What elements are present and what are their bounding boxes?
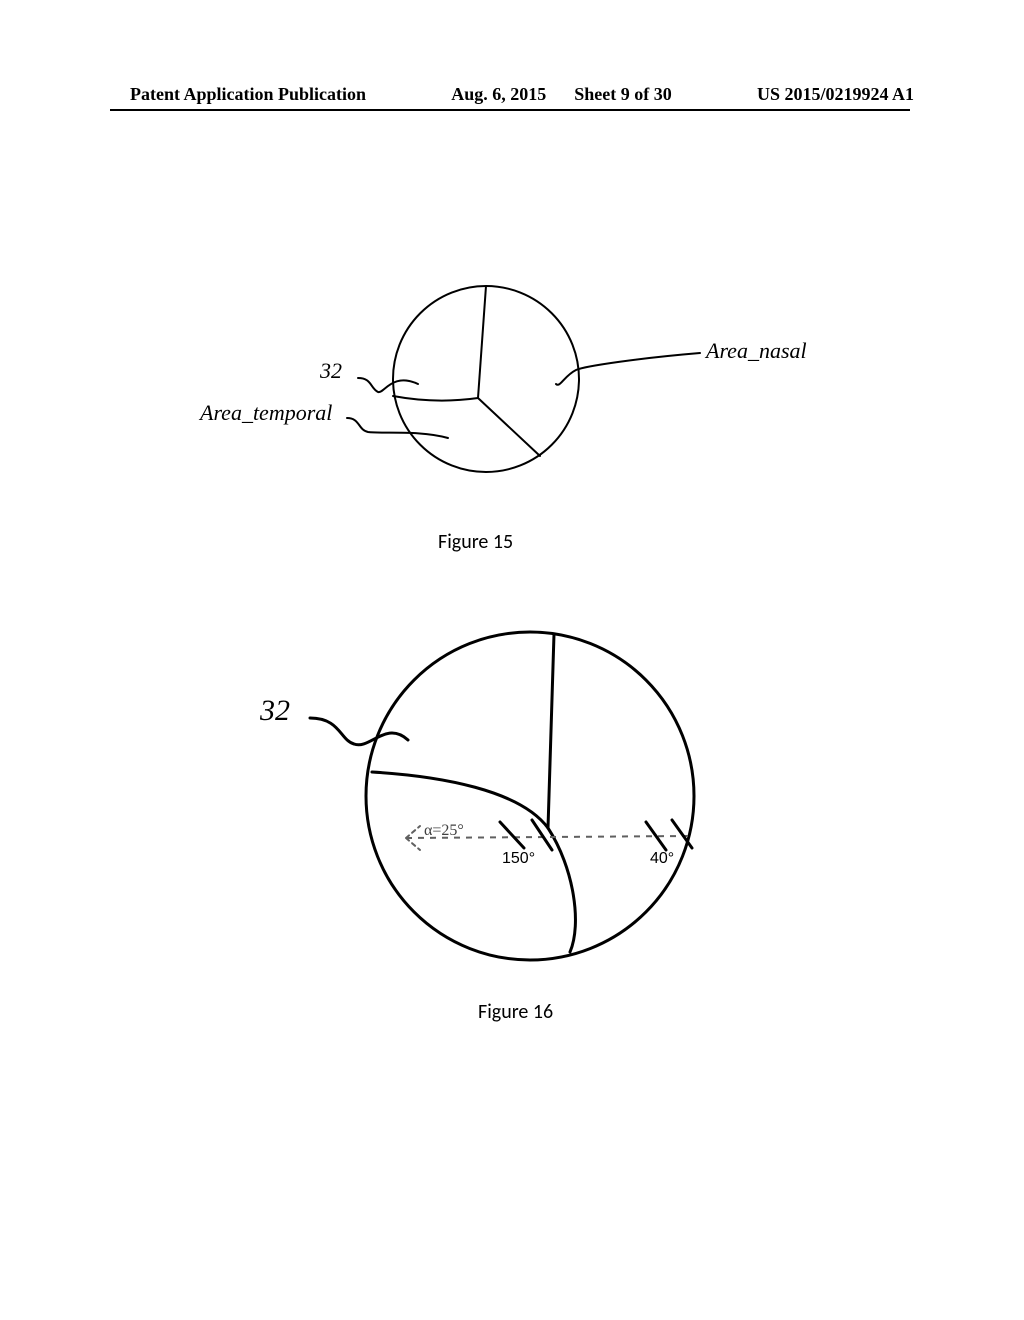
fig16-alpha-label: α=25° — [424, 822, 464, 840]
fig15-ref-32: 32 — [320, 358, 342, 384]
fig15-label-area-nasal: Area_nasal — [706, 338, 807, 364]
fig15-divider-left — [393, 396, 478, 401]
fig16-lens-circle — [366, 632, 694, 960]
fig15-caption: Figure 15 — [438, 530, 513, 554]
fig16-caption: Figure 16 — [478, 1000, 553, 1024]
fig16-150-label: 150° — [502, 850, 535, 868]
fig15-divider-top — [478, 286, 486, 398]
fig16-divider-bottom — [548, 828, 575, 952]
fig16-divider-left — [372, 772, 548, 828]
fig15-lead-32 — [358, 378, 418, 392]
fig15-lead-nasal — [556, 353, 700, 385]
patent-page: Patent Application Publication Aug. 6, 2… — [0, 0, 1024, 1320]
fig16-ref-32: 32 — [260, 694, 290, 728]
fig15-label-area-temporal: Area_temporal — [200, 400, 332, 426]
fig16-lead-32 — [310, 718, 408, 745]
fig16-divider-top — [548, 634, 554, 828]
fig16-40-label: 40° — [650, 850, 674, 868]
